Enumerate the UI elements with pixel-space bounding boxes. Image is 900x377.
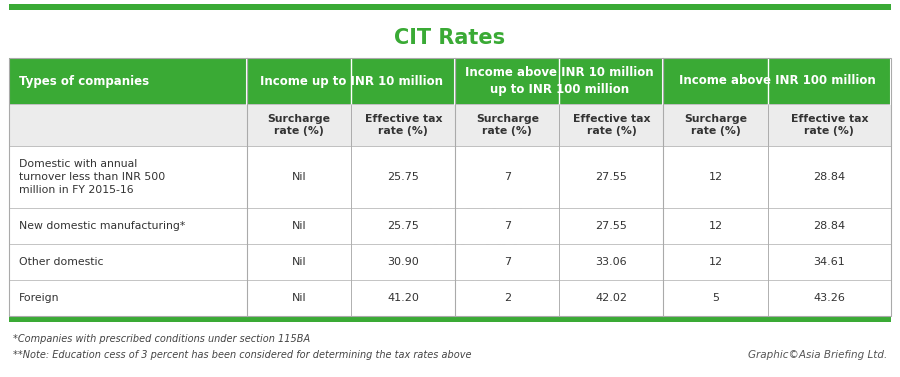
Text: CIT Rates: CIT Rates	[394, 28, 506, 48]
Bar	[455, 244, 560, 280]
Text: Income up to INR 10 million: Income up to INR 10 million	[260, 75, 443, 87]
Bar	[663, 104, 768, 146]
Text: 12: 12	[708, 172, 723, 182]
Bar	[663, 244, 768, 280]
Text: Nil: Nil	[292, 221, 307, 231]
Bar	[351, 146, 455, 208]
Bar	[560, 146, 663, 208]
Text: Graphic©Asia Briefing Ltd.: Graphic©Asia Briefing Ltd.	[748, 350, 887, 360]
Bar	[455, 146, 560, 208]
Text: Foreign: Foreign	[19, 293, 59, 303]
Text: **Note: Education cess of 3 percent has been considered for determining the tax : **Note: Education cess of 3 percent has …	[13, 350, 472, 360]
Bar	[248, 104, 351, 146]
Text: *Companies with prescribed conditions under section 115BA: *Companies with prescribed conditions un…	[13, 334, 310, 344]
Text: 12: 12	[708, 257, 723, 267]
Bar	[9, 316, 891, 322]
Bar	[455, 280, 560, 316]
Text: New domestic manufacturing*: New domestic manufacturing*	[19, 221, 185, 231]
Bar	[248, 208, 351, 244]
Text: Effective tax
rate (%): Effective tax rate (%)	[790, 113, 868, 136]
Bar	[455, 104, 560, 146]
Text: 12: 12	[708, 221, 723, 231]
Bar	[768, 146, 891, 208]
Text: Income above INR 10 million
up to INR 100 million: Income above INR 10 million up to INR 10…	[465, 66, 653, 96]
Text: 7: 7	[504, 172, 511, 182]
Text: 7: 7	[504, 257, 511, 267]
Bar	[9, 208, 248, 244]
Text: Effective tax
rate (%): Effective tax rate (%)	[364, 113, 442, 136]
Bar	[9, 58, 248, 104]
Text: Effective tax
rate (%): Effective tax rate (%)	[572, 113, 650, 136]
Text: 25.75: 25.75	[387, 172, 419, 182]
Bar	[455, 208, 560, 244]
Bar	[663, 58, 891, 104]
Text: 28.84: 28.84	[814, 172, 845, 182]
Bar	[768, 208, 891, 244]
Text: 42.02: 42.02	[596, 293, 627, 303]
Text: Surcharge
rate (%): Surcharge rate (%)	[684, 113, 747, 136]
Bar	[560, 208, 663, 244]
Bar	[9, 4, 891, 10]
Text: 27.55: 27.55	[596, 172, 627, 182]
Bar	[768, 244, 891, 280]
Text: Domestic with annual
turnover less than INR 500
million in FY 2015-16: Domestic with annual turnover less than …	[19, 159, 166, 195]
Bar	[663, 280, 768, 316]
Text: 30.90: 30.90	[387, 257, 419, 267]
Text: Other domestic: Other domestic	[19, 257, 104, 267]
Text: 7: 7	[504, 221, 511, 231]
Bar	[663, 208, 768, 244]
Bar	[768, 104, 891, 146]
Text: 28.84: 28.84	[814, 221, 845, 231]
Bar	[351, 208, 455, 244]
Bar	[560, 280, 663, 316]
Text: Nil: Nil	[292, 293, 307, 303]
Bar	[351, 104, 455, 146]
Bar	[248, 58, 455, 104]
Text: Nil: Nil	[292, 257, 307, 267]
Text: 27.55: 27.55	[596, 221, 627, 231]
Bar	[455, 58, 663, 104]
Bar	[560, 104, 663, 146]
Text: 5: 5	[712, 293, 719, 303]
Text: 2: 2	[504, 293, 511, 303]
Text: Types of companies: Types of companies	[19, 75, 149, 87]
Bar	[9, 104, 248, 146]
Bar	[9, 244, 248, 280]
Bar	[663, 146, 768, 208]
Text: 41.20: 41.20	[387, 293, 419, 303]
Text: 33.06: 33.06	[596, 257, 627, 267]
Bar	[560, 244, 663, 280]
Bar	[351, 280, 455, 316]
Text: 34.61: 34.61	[814, 257, 845, 267]
Bar	[351, 244, 455, 280]
Bar	[248, 146, 351, 208]
Text: 43.26: 43.26	[814, 293, 845, 303]
Text: Income above INR 100 million: Income above INR 100 million	[679, 75, 876, 87]
Bar	[9, 146, 248, 208]
Bar	[248, 280, 351, 316]
Text: Nil: Nil	[292, 172, 307, 182]
Bar	[768, 280, 891, 316]
Text: 25.75: 25.75	[387, 221, 419, 231]
Text: Surcharge
rate (%): Surcharge rate (%)	[476, 113, 539, 136]
Bar	[248, 244, 351, 280]
Text: Surcharge
rate (%): Surcharge rate (%)	[267, 113, 330, 136]
Bar	[9, 58, 891, 316]
Bar	[9, 280, 248, 316]
